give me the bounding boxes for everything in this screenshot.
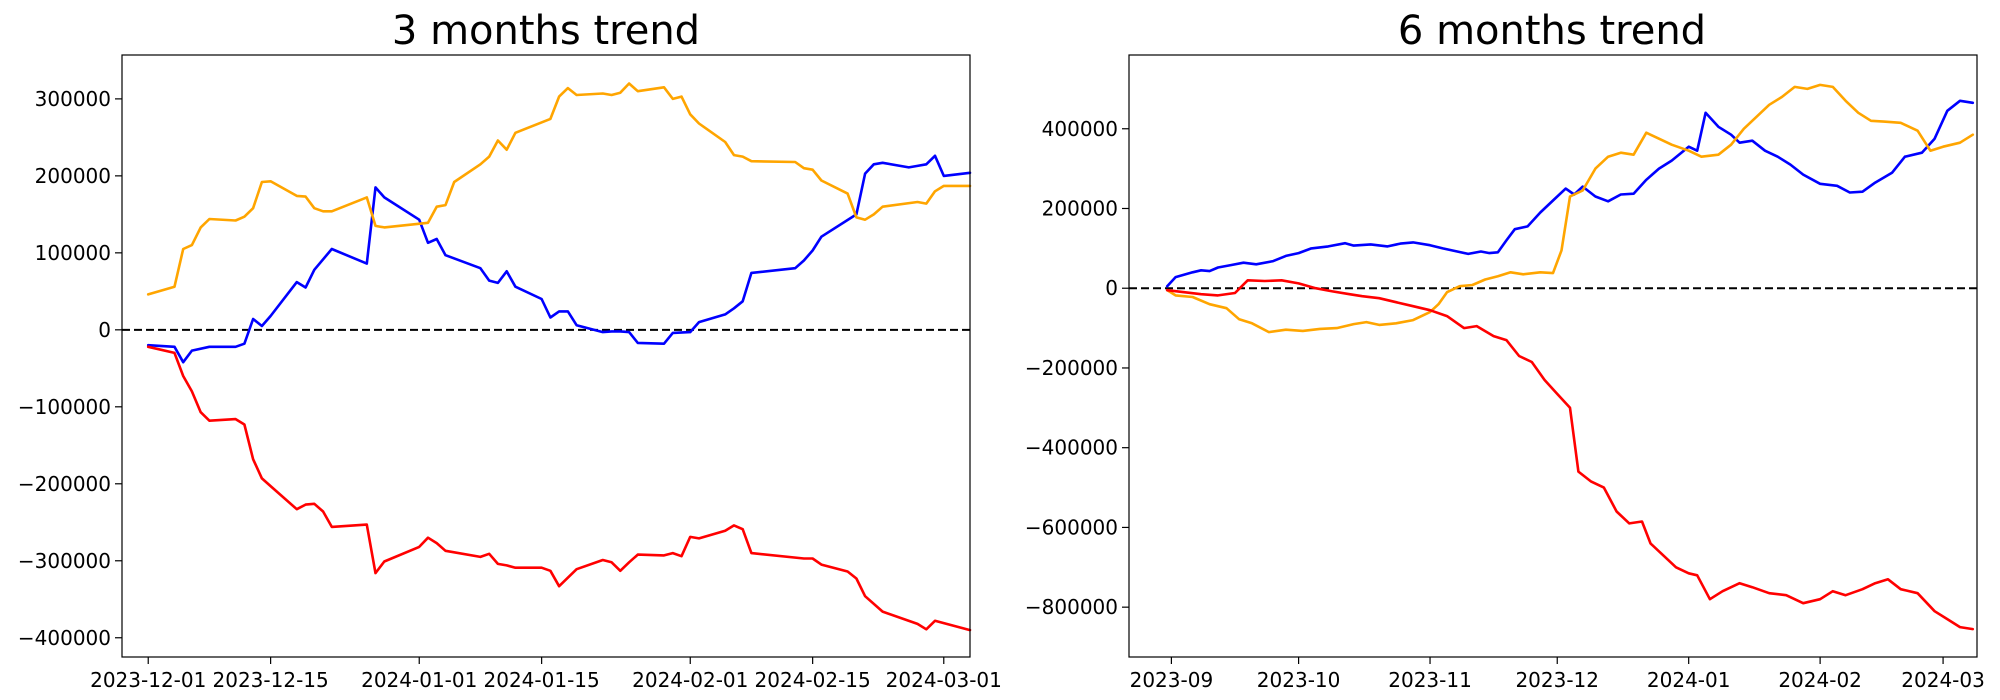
plot-lines (122, 82, 972, 632)
x-tick-label: 2024-02 (1778, 668, 1862, 692)
y-tick-label: −600000 (1025, 515, 1118, 539)
x-tick-label: 2024-02-15 (755, 668, 871, 692)
plot-frame (1128, 54, 1978, 658)
series-line-orange (146, 82, 972, 296)
x-tick-label: 2024-01-15 (484, 668, 600, 692)
x-tick-label: 2024-01 (1647, 668, 1731, 692)
y-tick-label: −200000 (18, 472, 111, 496)
chart-panel-6-months: 6 months trend 400000 200000 0 −200000 −4000… (1025, 8, 1985, 692)
series-line-red (1165, 278, 1975, 631)
y-tick-label: 100000 (35, 241, 111, 265)
chart-title: 6 months trend (1398, 8, 1706, 54)
y-axis: 400000 200000 0 −200000 −400000 −600000 −80000… (1025, 117, 1129, 619)
y-tick-label: 0 (98, 318, 111, 342)
x-tick-label: 2024-02-01 (632, 668, 748, 692)
plot-frame (121, 54, 971, 658)
series-line-blue (1165, 99, 1975, 288)
y-tick-label: −400000 (18, 626, 111, 650)
x-tick-label: 2023-12-01 (90, 668, 206, 692)
y-tick-label: 400000 (1042, 117, 1118, 141)
x-tick-label: 2023-10 (1257, 668, 1341, 692)
series-line-orange (1165, 83, 1975, 334)
chart-title: 3 months trend (392, 8, 700, 54)
x-axis: 2023-09 2023-10 2023-11 2023-12 2024-01 2024-… (1130, 657, 1985, 692)
x-tick-label: 2023-11 (1388, 668, 1472, 692)
x-tick-label: 2023-12 (1515, 668, 1599, 692)
y-tick-label: −300000 (18, 549, 111, 573)
y-tick-label: −400000 (1025, 436, 1118, 460)
x-tick-label: 2024-01-01 (361, 668, 477, 692)
x-tick-label: 2024-03-01 (886, 668, 1002, 692)
y-tick-label: 300000 (35, 87, 111, 111)
x-tick-label: 2023-09 (1130, 668, 1214, 692)
y-tick-label: −200000 (1025, 356, 1118, 380)
chart-panel-3-months: 3 months trend 300000 200000 100000 0 −10000… (18, 8, 1002, 692)
series-line-red (146, 345, 972, 632)
y-tick-label: 200000 (1042, 196, 1118, 220)
y-axis: 300000 200000 100000 0 −100000 −200000 −300000… (18, 87, 122, 650)
x-tick-label: 2023-12-15 (213, 668, 329, 692)
y-tick-label: 200000 (35, 164, 111, 188)
y-tick-label: −100000 (18, 395, 111, 419)
y-tick-label: −800000 (1025, 595, 1118, 619)
series-line-blue (146, 154, 972, 364)
x-axis: 2023-12-01 2023-12-15 2024-01-01 2024-01-15… (90, 657, 1002, 692)
y-tick-label: 0 (1105, 276, 1118, 300)
plot-lines (1129, 83, 1977, 631)
x-tick-label: 2024-03 (1901, 668, 1985, 692)
